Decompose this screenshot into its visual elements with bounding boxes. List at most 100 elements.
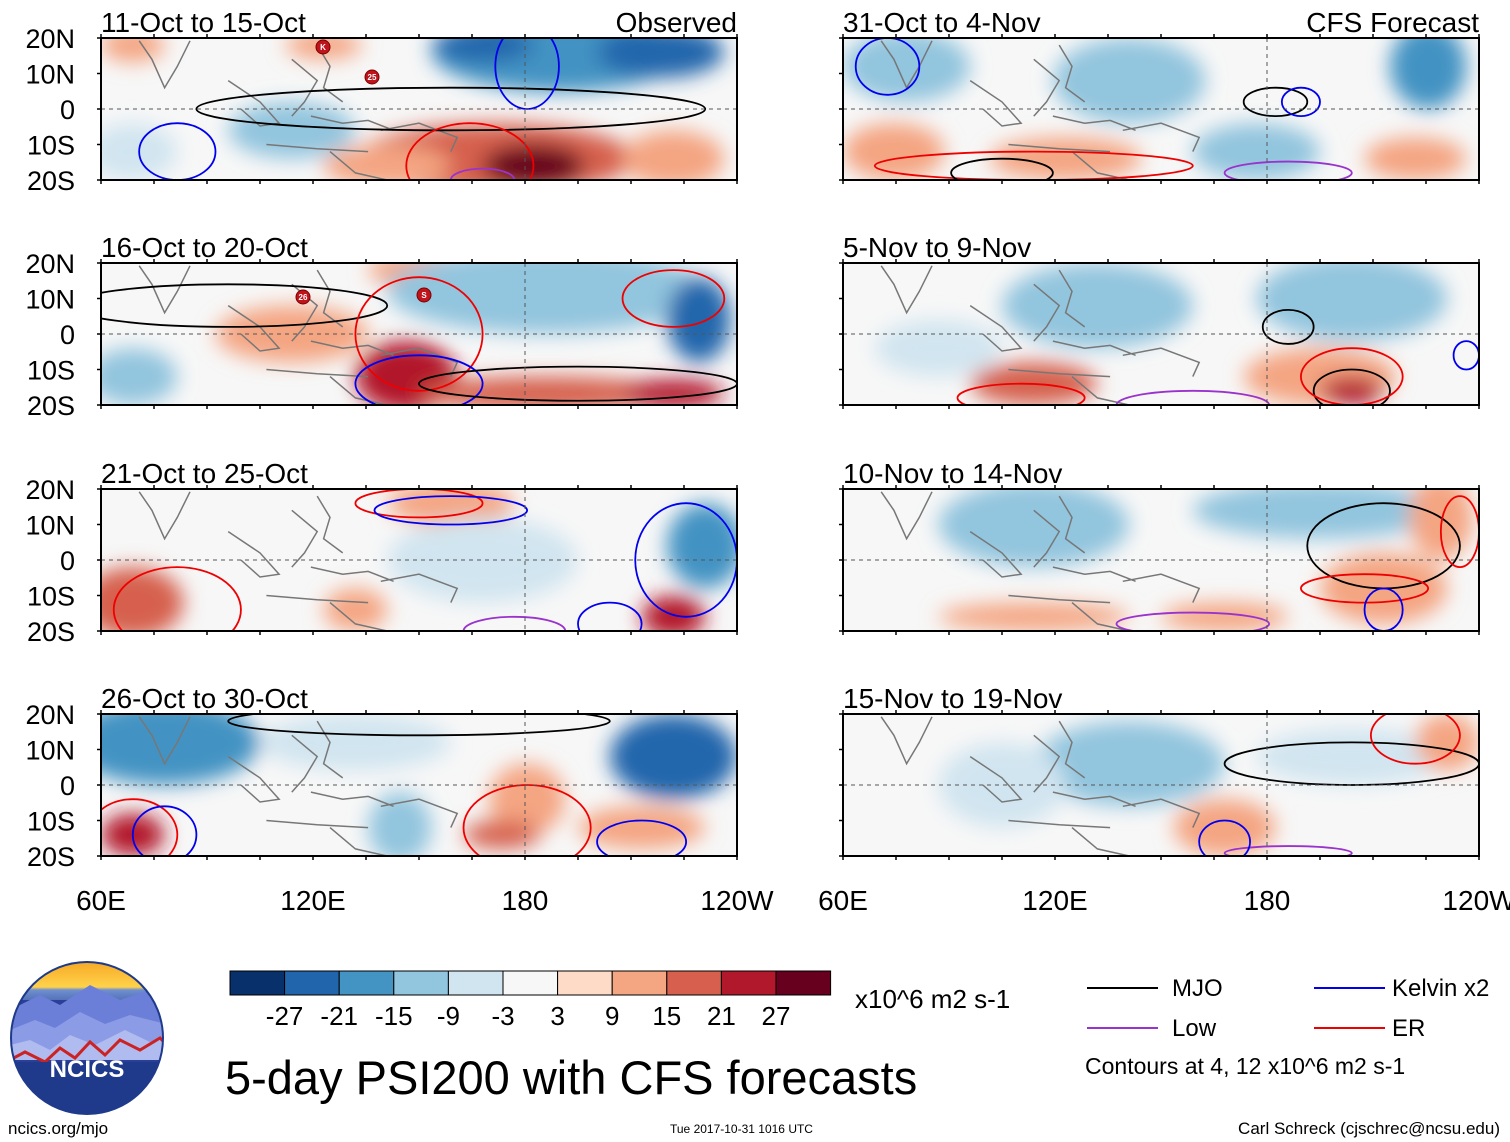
contour-low [1223, 845, 1353, 856]
contour-kelvin [354, 354, 484, 405]
colorbar-swatch [557, 970, 613, 996]
coastlines [138, 716, 459, 856]
lon-label: 120W [1442, 885, 1510, 916]
psi-shading [101, 567, 184, 631]
timestamp: Tue 2017-10-31 1016 UTC [670, 1122, 813, 1136]
contour-mjo [101, 283, 389, 328]
psi-shading [843, 123, 945, 180]
psi-shading [228, 101, 356, 159]
map-panel: 11-Oct to 15-Oct Observed 20N 10N 0 10S 20S [25, 7, 738, 196]
lat-label: 10N [25, 736, 75, 766]
contour-mjo [950, 157, 1054, 180]
contour-kelvin [373, 495, 529, 526]
legend-label-low: Low [1172, 1015, 1217, 1042]
contour-er [621, 269, 726, 328]
contour-mjo [1223, 741, 1479, 786]
longitude-labels-left: 60E 120E 180 120W [76, 885, 774, 916]
colorbar-swatch [720, 970, 777, 996]
contour-kelvin [577, 601, 643, 631]
lon-label: 60E [818, 885, 868, 916]
psi-shading [1256, 728, 1448, 785]
colorbar-swatch [393, 970, 449, 996]
lon-label: 120E [1022, 885, 1087, 916]
lat-label: 10S [27, 356, 75, 386]
contour-kelvin [131, 805, 198, 856]
psi-shading [1161, 602, 1289, 631]
colorbar: -27 -21 -15 -9 -3 3 9 15 21 27 [229, 970, 832, 1031]
contour-er [1300, 573, 1430, 604]
contour-er [1300, 347, 1404, 405]
colorbar-swatch [338, 970, 395, 996]
contour-mjo [1312, 368, 1391, 405]
map-panel: 31-Oct to 4-Nov CFS Forecast [839, 7, 1480, 184]
panel-period: 5-Nov to 9-Nov [843, 232, 1031, 263]
colorbar-tick: -21 [320, 1001, 358, 1031]
psi-shading [1033, 721, 1225, 807]
legend: MJO Kelvin x2 Low ER Contours at 4, 12 x… [1085, 975, 1489, 1079]
contour-kelvin [854, 38, 921, 96]
map-panel: 10-Nov to 14-Nov [839, 458, 1480, 635]
ncics-logo: NCICS [10, 961, 164, 1115]
contour-mjo [418, 365, 737, 402]
lat-label: 0 [60, 95, 75, 125]
psi-shading [989, 137, 1142, 180]
contour-mjo [195, 86, 707, 132]
storm-label: 26 [299, 293, 308, 302]
psi-shading [101, 714, 260, 785]
contour-er [354, 489, 484, 519]
colorbar-swatch [447, 970, 504, 996]
contour-er [956, 382, 1086, 405]
colorbar-tick: -27 [266, 1001, 304, 1031]
lon-label: 60E [76, 885, 126, 916]
colorbar-tick: 27 [762, 1001, 791, 1031]
contours-note: Contours at 4, 12 x10^6 m2 s-1 [1085, 1053, 1405, 1079]
psi-shading [622, 130, 725, 180]
lat-label: 10N [25, 511, 75, 541]
psi-shading [387, 517, 578, 603]
lat-label: 20S [27, 391, 75, 421]
panel-period: 11-Oct to 15-Oct [101, 7, 306, 38]
colorbar-tick: 9 [605, 1001, 619, 1031]
panel-period: 10-Nov to 14-Nov [843, 458, 1062, 489]
psi-shading [431, 38, 534, 63]
colorbar-tick: -15 [375, 1001, 413, 1031]
psi-shading [1256, 263, 1448, 342]
colorbar-tick: 15 [652, 1001, 681, 1031]
contour-er [354, 276, 484, 392]
colorbar-tick: 21 [707, 1001, 736, 1031]
coastlines [880, 491, 1201, 631]
lon-label: 120E [280, 885, 345, 916]
psi-shading [323, 144, 451, 180]
colorbar-tick: -9 [437, 1001, 460, 1031]
contour-er [405, 122, 535, 180]
colorbar-units: x10^6 m2 s-1 [855, 984, 1010, 1014]
psi-shading [1052, 38, 1206, 124]
coastlines [880, 716, 1201, 856]
panel-period: 15-Nov to 19-Nov [843, 683, 1062, 714]
storm-label: K [320, 43, 326, 52]
storm-marker: 25 [364, 69, 380, 85]
colorbar-swatch [502, 970, 559, 996]
contour-er [112, 566, 242, 631]
map-panel: 26-Oct to 30-Oct 20N 10N 0 10S 20S [25, 683, 738, 872]
psi-shading [1320, 376, 1384, 405]
lat-label: 20S [27, 166, 75, 196]
contour-er [1369, 714, 1461, 765]
coastlines [138, 265, 459, 405]
lat-label: 0 [60, 771, 75, 801]
contour-kelvin [1198, 819, 1251, 856]
contour-er [873, 150, 1194, 180]
lat-label: 0 [60, 546, 75, 576]
psi-shading [667, 277, 731, 363]
map-panel: 16-Oct to 20-Oct 20N 10N 0 10S 20S [25, 232, 738, 421]
psi-shading [463, 820, 540, 849]
coastlines [138, 40, 459, 180]
colorbar-swatch [284, 970, 340, 996]
psi-shading [938, 602, 1130, 631]
legend-label-kelvin: Kelvin x2 [1392, 975, 1489, 1002]
psi-shading [1364, 137, 1467, 180]
colorbar-swatch [666, 970, 722, 996]
lat-label: 0 [60, 320, 75, 350]
lat-label: 20N [25, 24, 75, 54]
psi-shading [667, 503, 737, 589]
